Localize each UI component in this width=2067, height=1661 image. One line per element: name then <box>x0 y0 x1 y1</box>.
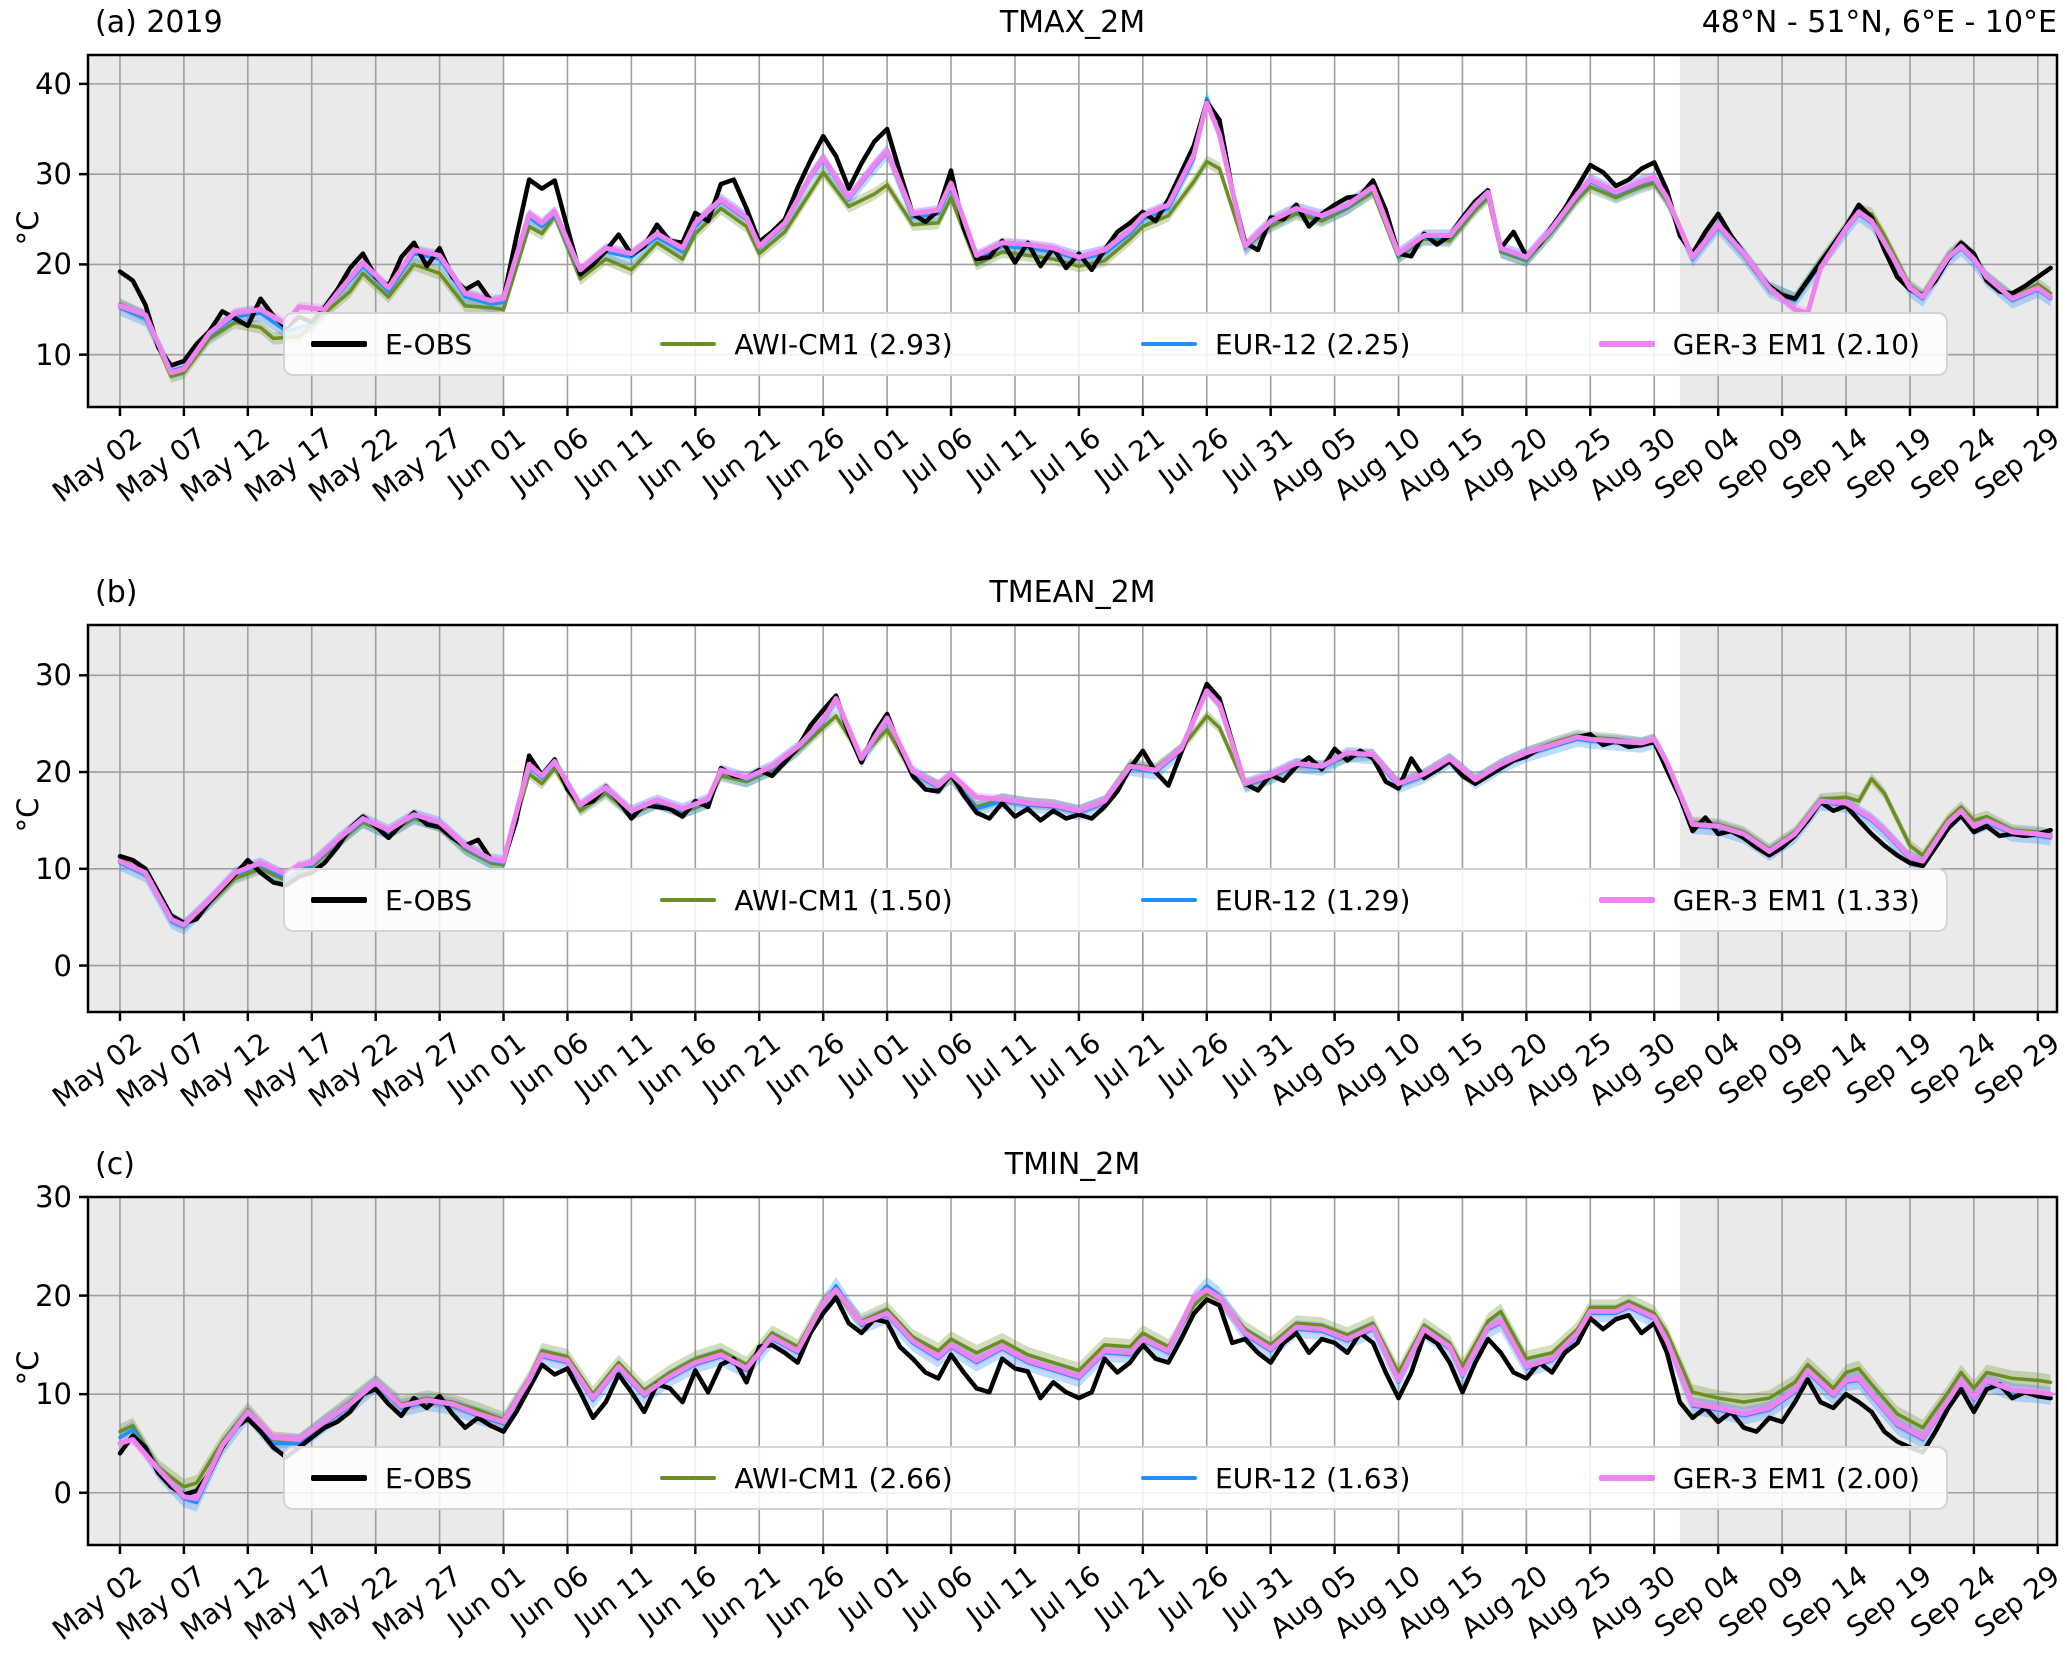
legend-panel-b: E-OBS AWI-CM1 (1.50) EUR-12 (1.29) GER-3 EM… <box>283 868 1948 932</box>
y-axis-label-b: °C <box>11 797 45 833</box>
series-group <box>117 680 2054 935</box>
y-tick-label: 20 <box>35 755 72 790</box>
plot-border <box>86 623 2059 1014</box>
legend-line-swatch <box>660 1475 717 1481</box>
legend-item-ger-3-em1: GER-3 EM1 (1.33) <box>1598 883 1920 917</box>
legend-label: E-OBS <box>385 1461 473 1495</box>
panel-b-label: (b) <box>95 575 138 610</box>
legend-label: E-OBS <box>385 883 473 917</box>
legend-item-e-obs: E-OBS <box>311 1462 472 1495</box>
legend-label: EUR-12 (1.63) <box>1215 1461 1411 1495</box>
panel-c-title: TMIN_2M <box>1004 1147 1141 1182</box>
y-tick-label: 10 <box>35 1377 72 1412</box>
legend-item-e-obs: E-OBS <box>311 884 472 917</box>
series-line-ger-3-em1 <box>117 100 2054 376</box>
y-tick-label: 0 <box>53 1475 72 1510</box>
legend-label: AWI-CM1 (2.66) <box>734 1461 953 1495</box>
series-line-e-obs <box>117 99 2053 368</box>
panel-c-label: (c) <box>95 1147 135 1182</box>
legend-line-swatch <box>1598 1475 1655 1481</box>
legend-item-awi-cm1: AWI-CM1 (2.93) <box>660 327 953 361</box>
panel-a-label: (a) 2019 <box>95 5 223 40</box>
legend-item-e-obs: E-OBS <box>311 328 472 361</box>
series-line-ger-3-em1 <box>117 1287 2054 1502</box>
legend-item-awi-cm1: AWI-CM1 (2.66) <box>660 1461 953 1495</box>
legend-line-swatch <box>1598 341 1655 347</box>
panel-tmean <box>79 623 2059 1021</box>
legend-label: AWI-CM1 (1.50) <box>734 883 953 917</box>
legend-line-swatch <box>660 897 717 903</box>
legend-label: E-OBS <box>385 327 473 361</box>
plot-border <box>86 53 2059 409</box>
y-tick-label: 40 <box>35 66 72 101</box>
y-tick-label: 30 <box>35 1180 72 1214</box>
legend-label: GER-3 EM1 (2.10) <box>1672 327 1920 361</box>
legend-label: GER-3 EM1 (1.33) <box>1672 883 1920 917</box>
legend-item-eur-12: EUR-12 (1.63) <box>1141 1462 1410 1495</box>
legend-line-swatch <box>311 341 367 347</box>
series-line-e-obs <box>117 1295 2053 1497</box>
legend-item-ger-3-em1: GER-3 EM1 (2.00) <box>1598 1461 1920 1495</box>
legend-item-eur-12: EUR-12 (2.25) <box>1141 328 1410 361</box>
legend-item-eur-12: EUR-12 (1.29) <box>1141 884 1410 917</box>
y-tick-label: 10 <box>35 851 72 886</box>
legend-label: EUR-12 (1.29) <box>1215 883 1411 917</box>
series-group <box>117 1276 2054 1512</box>
legend-panel-a: E-OBS AWI-CM1 (2.93) EUR-12 (2.25) GER-3 EM… <box>283 312 1948 376</box>
legend-line-swatch <box>660 341 717 347</box>
legend-item-ger-3-em1: GER-3 EM1 (2.10) <box>1598 327 1920 361</box>
legend-panel-c: E-OBS AWI-CM1 (2.66) EUR-12 (1.63) GER-3 EM… <box>283 1446 1948 1510</box>
y-tick-label: 20 <box>35 1278 72 1313</box>
y-tick-label: 10 <box>35 337 72 372</box>
legend-line-swatch <box>311 1475 367 1481</box>
y-tick-label: 0 <box>53 948 72 983</box>
legend-line-swatch <box>1141 341 1198 347</box>
panel-a-title: TMAX_2M <box>999 5 1146 40</box>
region-label: 48°N - 51°N, 6°E - 10°E <box>1701 5 2057 40</box>
legend-item-awi-cm1: AWI-CM1 (1.50) <box>660 883 953 917</box>
plot-border <box>86 1195 2059 1547</box>
legend-line-swatch <box>1141 897 1198 903</box>
y-tick-label: 30 <box>35 157 72 192</box>
legend-label: AWI-CM1 (2.93) <box>734 327 953 361</box>
legend-label: EUR-12 (2.25) <box>1215 327 1411 361</box>
legend-line-swatch <box>1141 1475 1198 1481</box>
y-tick-label: 30 <box>35 658 72 693</box>
y-tick-label: 20 <box>35 247 72 282</box>
series-line-ger-3-em1 <box>117 688 2054 928</box>
panel-b-title: TMEAN_2M <box>989 575 1156 610</box>
legend-line-swatch <box>1598 897 1655 903</box>
legend-label: GER-3 EM1 (2.00) <box>1672 1461 1920 1495</box>
series-group <box>117 90 2054 383</box>
legend-line-swatch <box>311 897 367 903</box>
